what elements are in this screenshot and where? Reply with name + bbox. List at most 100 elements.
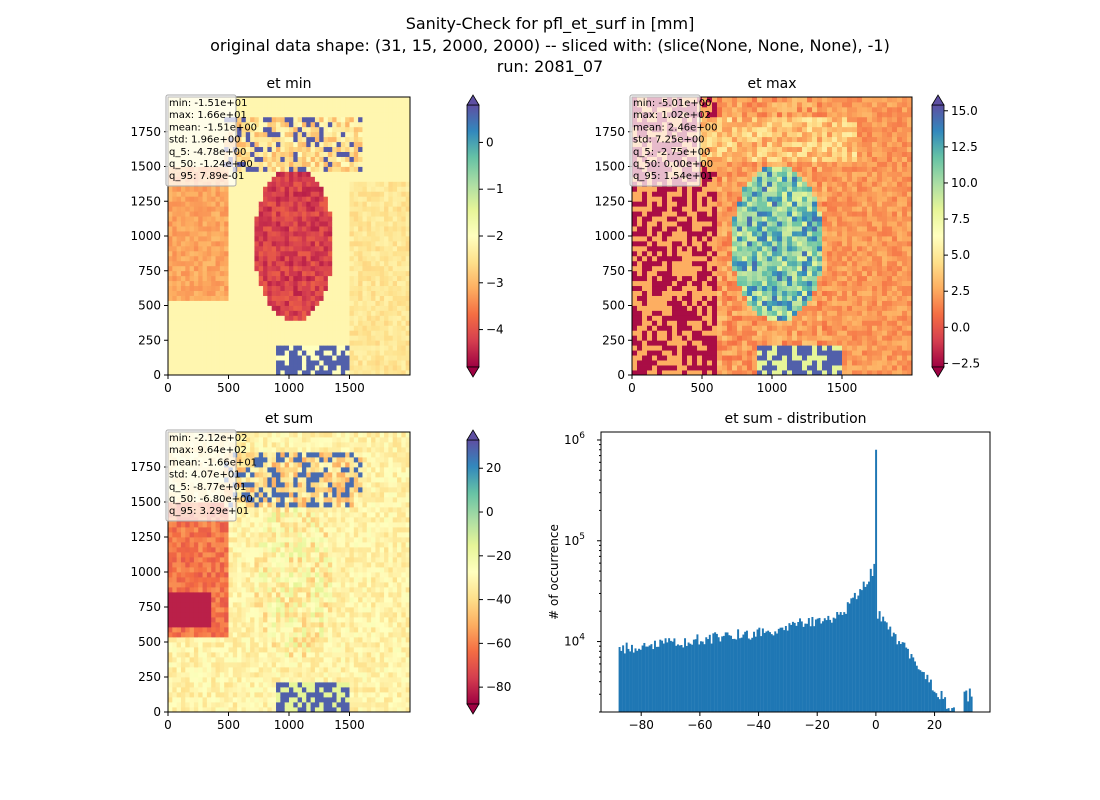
histogram-bar [724, 632, 727, 712]
stats-line: mean: -1.51e+00 [169, 122, 257, 133]
histogram-bar [673, 638, 676, 712]
histogram-bar [747, 638, 750, 712]
histogram-bar [845, 613, 847, 712]
histogram-bar [705, 637, 708, 712]
stats-line: q_95: 3.29e+01 [169, 506, 249, 517]
histogram-bar [772, 635, 775, 712]
y-tick-label: 750 [138, 600, 161, 614]
colorbar-extend-bottom [466, 366, 480, 378]
histogram-bar [669, 640, 672, 712]
panel-title: et max [747, 76, 796, 92]
stats-line: std: 1.96e+00 [169, 135, 241, 146]
histogram-bar [914, 661, 916, 712]
y-tick-label: 1750 [594, 125, 625, 139]
colorbar-tick-label: 7.5 [951, 212, 970, 226]
histogram-bar [664, 638, 667, 712]
x-tick-label: 1500 [334, 718, 365, 732]
histogram-bar [855, 599, 858, 712]
y-tick-label: 1500 [594, 160, 625, 174]
histogram-bar [765, 631, 768, 712]
histogram-bar [799, 618, 802, 712]
histogram-bar [885, 622, 888, 712]
histogram-bar [945, 708, 948, 712]
histogram-bar [652, 649, 655, 712]
histogram-bar [760, 636, 763, 712]
histogram-bar [919, 670, 922, 712]
histogram-bar [696, 634, 699, 712]
histogram-bar [797, 622, 800, 712]
histogram-bar [830, 622, 833, 712]
histogram-bar [701, 641, 704, 712]
panel-title: et min [267, 76, 312, 92]
histogram-bar [722, 635, 725, 712]
histogram-bar [951, 708, 954, 712]
histogram-bar [625, 642, 628, 712]
histogram-bar [638, 648, 641, 712]
x-tick-label: 0 [164, 381, 172, 395]
histogram-bar [933, 691, 936, 712]
stats-line: min: -1.51e+01 [169, 98, 248, 109]
histogram-bar [825, 620, 828, 712]
colorbar [466, 439, 480, 705]
colorbar-tick-label: −40 [486, 593, 511, 607]
histogram-bar [908, 658, 911, 712]
x-tick-label: 500 [217, 381, 240, 395]
histogram-bar [822, 621, 824, 712]
histogram-bar [839, 612, 842, 712]
histogram-bar [735, 639, 738, 712]
histogram-bar [708, 634, 711, 712]
histogram-bar [781, 627, 784, 712]
histogram-bar [684, 638, 687, 712]
histogram-bar [937, 697, 939, 712]
colorbar-tick-label: −80 [486, 680, 511, 694]
histogram-bar [804, 623, 807, 712]
histogram-bar [756, 629, 759, 712]
histogram-bar [717, 637, 720, 712]
y-tick-label: 250 [138, 333, 161, 347]
x-tick-label: 1500 [334, 381, 365, 395]
histogram-bar [761, 628, 764, 712]
histogram-bar [912, 657, 915, 712]
y-tick-label: 105 [564, 532, 585, 548]
histogram-bar [754, 636, 757, 712]
histogram-bar [737, 629, 740, 712]
histogram-bar [928, 682, 931, 712]
colorbar-extend-top [931, 94, 945, 106]
histogram-bar [876, 618, 879, 712]
histogram-bar [714, 632, 717, 712]
y-tick-label: 1250 [130, 194, 161, 208]
histogram-bar [632, 652, 635, 712]
histogram-bar [629, 651, 632, 712]
colorbar-tick-label: 0.0 [951, 320, 970, 334]
y-tick-label: 750 [138, 264, 161, 278]
stats-line: q_5: -2.75e+00 [633, 147, 710, 158]
y-tick-label: 1000 [130, 565, 161, 579]
histogram-bar [653, 640, 656, 712]
histogram-bar [889, 626, 892, 712]
histogram-bar [823, 618, 826, 712]
stats-line: q_50: -6.80e+00 [169, 494, 253, 505]
histogram-bar [929, 679, 932, 712]
histogram-bar [795, 625, 798, 712]
heatmap-panel-2 [164, 429, 483, 716]
x-tick-label: 0 [628, 381, 636, 395]
histogram-bar [733, 638, 736, 712]
histogram-bar [650, 644, 653, 712]
histogram-bar [742, 634, 745, 712]
histogram-bar [749, 639, 752, 712]
histogram-bar [691, 644, 694, 712]
histogram-bar [887, 629, 890, 712]
histogram-bar [699, 641, 702, 712]
panel-title: et sum - distribution [724, 411, 866, 427]
y-tick-label: 1000 [594, 229, 625, 243]
colorbar-tick-label: 10.0 [951, 176, 978, 190]
histogram-bar [917, 669, 920, 712]
histogram-bar [905, 647, 908, 712]
histogram-panel [597, 431, 991, 716]
histogram-bar [871, 576, 874, 712]
histogram-bar [738, 638, 741, 712]
histogram-bar [898, 641, 901, 712]
stats-line: q_5: -8.77e+01 [169, 482, 246, 493]
histogram-bar [639, 649, 642, 712]
